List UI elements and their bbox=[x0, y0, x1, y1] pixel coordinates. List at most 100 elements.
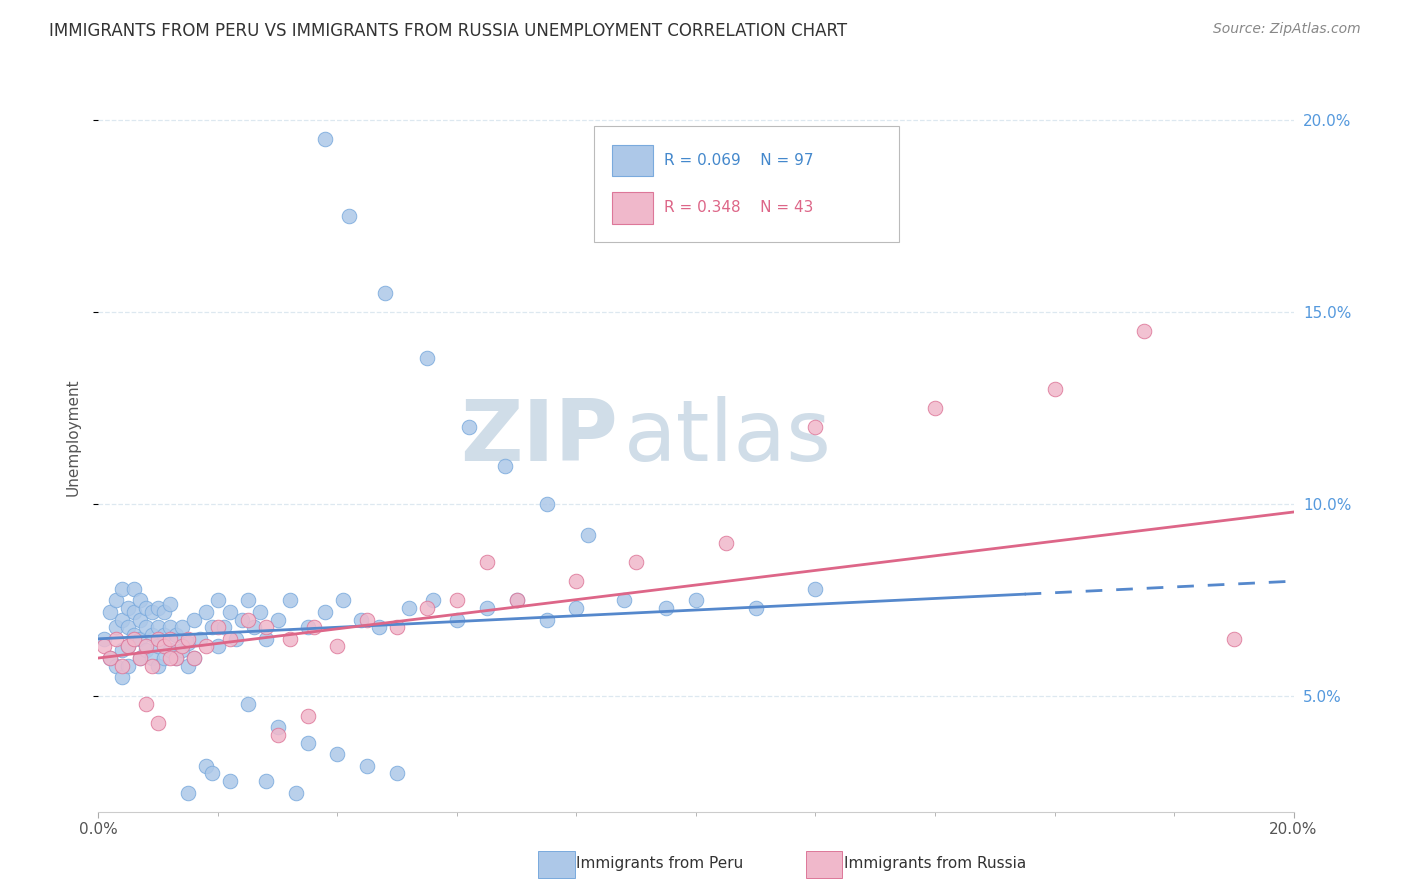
Point bbox=[141, 628, 163, 642]
Point bbox=[105, 620, 128, 634]
Point bbox=[148, 620, 170, 634]
Point bbox=[141, 605, 163, 619]
Point bbox=[236, 697, 259, 711]
Point bbox=[207, 620, 229, 634]
Point bbox=[148, 658, 170, 673]
FancyBboxPatch shape bbox=[595, 126, 900, 243]
Point bbox=[714, 535, 737, 549]
Point bbox=[219, 632, 242, 646]
Point bbox=[231, 613, 253, 627]
Point bbox=[117, 601, 139, 615]
Point bbox=[135, 601, 157, 615]
Point bbox=[297, 735, 319, 749]
Point bbox=[135, 697, 157, 711]
Point bbox=[124, 605, 146, 619]
Point bbox=[177, 785, 200, 799]
Point bbox=[207, 640, 229, 654]
Point bbox=[148, 601, 170, 615]
Point bbox=[201, 766, 224, 780]
Point bbox=[267, 728, 290, 742]
Point bbox=[613, 593, 636, 607]
Point bbox=[254, 620, 277, 634]
Point bbox=[494, 458, 516, 473]
Point bbox=[475, 601, 498, 615]
Point bbox=[148, 632, 170, 646]
Point bbox=[536, 497, 558, 511]
Point bbox=[111, 658, 134, 673]
Point bbox=[159, 597, 181, 611]
Point bbox=[254, 632, 277, 646]
Point bbox=[225, 632, 247, 646]
Point bbox=[536, 613, 558, 627]
Point bbox=[243, 620, 266, 634]
Point bbox=[183, 613, 205, 627]
Point bbox=[506, 593, 529, 607]
Point bbox=[188, 632, 211, 646]
Point bbox=[172, 640, 194, 654]
Point bbox=[398, 601, 420, 615]
Point bbox=[315, 605, 337, 619]
Point bbox=[578, 528, 600, 542]
Point bbox=[153, 640, 176, 654]
Point bbox=[159, 651, 181, 665]
Point bbox=[153, 605, 176, 619]
Point bbox=[249, 605, 271, 619]
Point bbox=[297, 708, 319, 723]
Point bbox=[458, 420, 481, 434]
Point bbox=[153, 651, 176, 665]
Point bbox=[446, 593, 468, 607]
Point bbox=[416, 351, 439, 366]
Point bbox=[302, 620, 325, 634]
Point bbox=[565, 601, 588, 615]
Point bbox=[924, 401, 946, 416]
Point bbox=[124, 632, 146, 646]
Point bbox=[416, 601, 439, 615]
Point bbox=[446, 613, 468, 627]
Point bbox=[506, 593, 529, 607]
Point bbox=[129, 651, 152, 665]
Point bbox=[284, 785, 307, 799]
Point bbox=[135, 640, 157, 654]
FancyBboxPatch shape bbox=[613, 145, 652, 177]
Point bbox=[655, 601, 678, 615]
Point bbox=[165, 628, 187, 642]
Point bbox=[129, 613, 152, 627]
Point bbox=[332, 593, 354, 607]
Point bbox=[111, 670, 134, 684]
Text: Immigrants from Russia: Immigrants from Russia bbox=[844, 856, 1026, 871]
Point bbox=[278, 593, 301, 607]
Point bbox=[685, 593, 707, 607]
Point bbox=[98, 605, 122, 619]
Point bbox=[195, 758, 218, 772]
Point bbox=[117, 640, 139, 654]
Point bbox=[326, 640, 349, 654]
Point bbox=[422, 593, 444, 607]
Point bbox=[267, 613, 290, 627]
Point bbox=[297, 620, 319, 634]
Point bbox=[117, 620, 139, 634]
Point bbox=[177, 632, 200, 646]
Point bbox=[350, 613, 373, 627]
Point bbox=[804, 420, 827, 434]
Point bbox=[159, 643, 181, 657]
Point bbox=[219, 605, 242, 619]
Point bbox=[159, 632, 181, 646]
Point bbox=[195, 605, 218, 619]
Point bbox=[105, 632, 128, 646]
Point bbox=[177, 658, 200, 673]
Point bbox=[1223, 632, 1246, 646]
Point bbox=[212, 620, 235, 634]
Text: Immigrants from Peru: Immigrants from Peru bbox=[576, 856, 744, 871]
Point bbox=[98, 651, 122, 665]
Point bbox=[374, 285, 396, 300]
Point bbox=[745, 601, 768, 615]
Point bbox=[165, 651, 187, 665]
Point bbox=[254, 774, 277, 789]
Point bbox=[153, 628, 176, 642]
Point bbox=[117, 640, 139, 654]
Point bbox=[124, 628, 146, 642]
Point bbox=[98, 651, 122, 665]
Text: ZIP: ZIP bbox=[461, 395, 619, 479]
Point bbox=[385, 766, 409, 780]
Point bbox=[111, 613, 134, 627]
